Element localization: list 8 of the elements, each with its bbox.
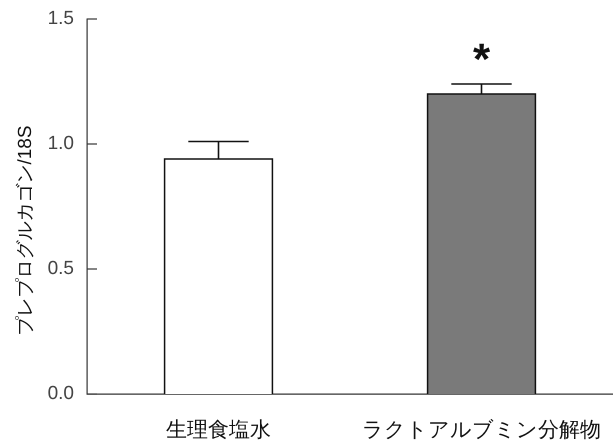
x-tick-label: 生理食塩水	[166, 418, 271, 442]
x-tick-label: ラクトアルブミン分解物	[362, 418, 601, 442]
y-tick-label: 0.0	[48, 383, 74, 404]
annotation: *	[472, 35, 491, 84]
y-tick-label: 0.5	[48, 258, 74, 280]
y-tick-label: 1.5	[48, 8, 74, 30]
y-axis-title: プレプログルカゴン/18S	[15, 125, 36, 336]
y-tick-label: 1.0	[48, 133, 74, 154]
